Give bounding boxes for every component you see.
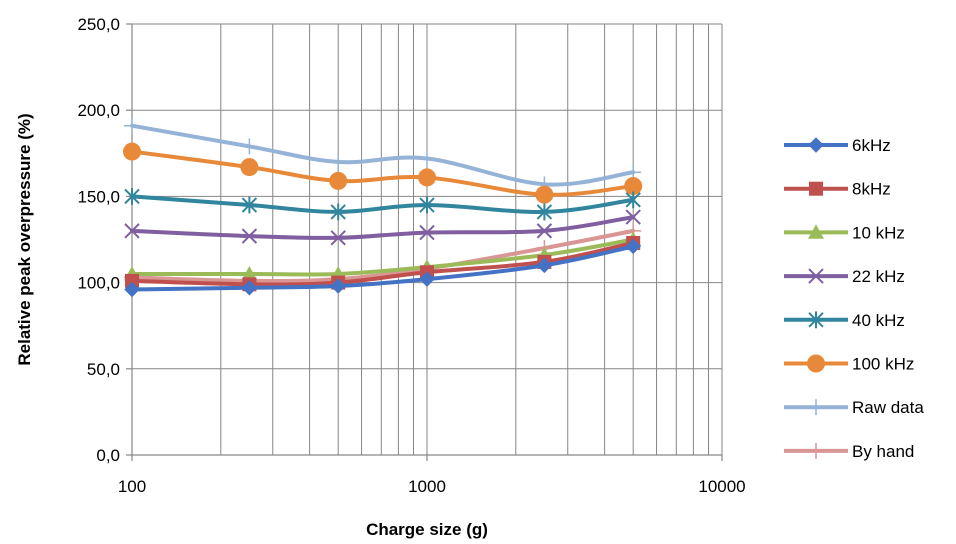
data-point [124, 188, 140, 205]
grid-lines [131, 23, 723, 456]
series-40-khz [124, 188, 641, 221]
data-point [625, 191, 641, 209]
data-point [418, 168, 436, 187]
legend-item: 100 kHz [784, 354, 914, 374]
y-axis-title: Relative peak overpressure (%) [15, 113, 34, 365]
legend-label: By hand [852, 442, 914, 461]
legend-label: 40 kHz [852, 311, 905, 330]
data-point [535, 185, 554, 204]
series-line [130, 237, 636, 277]
legend-label: 10 kHz [852, 223, 905, 242]
series-10-khz [124, 231, 642, 281]
series-line [130, 194, 636, 214]
x-tick-label: 10000 [698, 477, 745, 496]
data-point [241, 228, 258, 244]
data-point [419, 196, 435, 214]
legend-label: Raw data [852, 398, 924, 417]
legend-item: 8kHz [784, 180, 891, 199]
data-point [808, 137, 824, 153]
data-point [808, 268, 824, 284]
series-line [130, 240, 636, 287]
tick-labels: 0,0 50,0 100,0 150,0 200,0 250,0 100 1000 10000 [77, 15, 745, 496]
data-point [625, 209, 641, 225]
legend-item: 10 kHz [784, 223, 905, 242]
data-point [123, 142, 141, 161]
legend-label: 22 kHz [852, 267, 905, 286]
x-tick-label: 1000 [408, 477, 446, 496]
data-point [624, 177, 643, 196]
series-6khz [124, 238, 641, 298]
y-tick-label: 200,0 [77, 101, 120, 120]
data-point [536, 223, 553, 239]
y-tick-label: 250,0 [77, 15, 120, 34]
data-point [536, 257, 553, 274]
data-point [330, 153, 347, 170]
data-point [419, 271, 435, 287]
data-point [124, 281, 140, 298]
legend-item: 40 kHz [784, 311, 905, 330]
x-axis-title: Charge size (g) [366, 520, 488, 539]
series-line [130, 228, 636, 284]
legend-item: By hand [784, 442, 914, 461]
data-point [330, 203, 346, 221]
data-point [241, 196, 258, 214]
y-tick-label: 50,0 [87, 360, 120, 379]
data-point [808, 442, 824, 459]
data-point [625, 238, 641, 255]
legend-item: 6kHz [784, 136, 891, 155]
legend-item: Raw data [784, 398, 924, 417]
y-tick-label: 0,0 [96, 446, 120, 465]
data-point [330, 230, 346, 246]
series-line [130, 215, 636, 240]
y-tick-label: 150,0 [77, 187, 120, 206]
series-raw-data [124, 117, 642, 193]
data-point [809, 181, 823, 196]
data-point [124, 117, 140, 134]
legend-item: 22 kHz [784, 267, 905, 286]
y-tick-label: 100,0 [77, 274, 120, 293]
data-point [241, 138, 258, 155]
series-line [130, 123, 636, 187]
data-point [808, 399, 824, 416]
series-layer [123, 117, 643, 298]
data-point [241, 265, 258, 281]
legend: 6kHz 8kHz 10 kHz 22 kHz 40 kHz 100 kHz Raw dat… [784, 136, 924, 461]
data-point [807, 354, 825, 373]
data-point [241, 280, 258, 296]
data-point [124, 223, 140, 239]
x-tick-label: 100 [118, 477, 146, 496]
data-point [240, 158, 259, 177]
series-22-khz [124, 209, 641, 246]
data-point [330, 278, 346, 294]
data-point [419, 224, 435, 241]
legend-label: 6kHz [852, 136, 891, 155]
legend-label: 100 kHz [852, 355, 914, 374]
data-point [536, 203, 553, 221]
data-point [329, 171, 348, 190]
legend-label: 8kHz [852, 180, 891, 199]
series-line [130, 244, 636, 292]
series-100-khz [123, 142, 643, 204]
data-point [808, 224, 824, 239]
data-point [125, 273, 139, 288]
data-point [808, 311, 824, 329]
data-point [419, 150, 435, 167]
